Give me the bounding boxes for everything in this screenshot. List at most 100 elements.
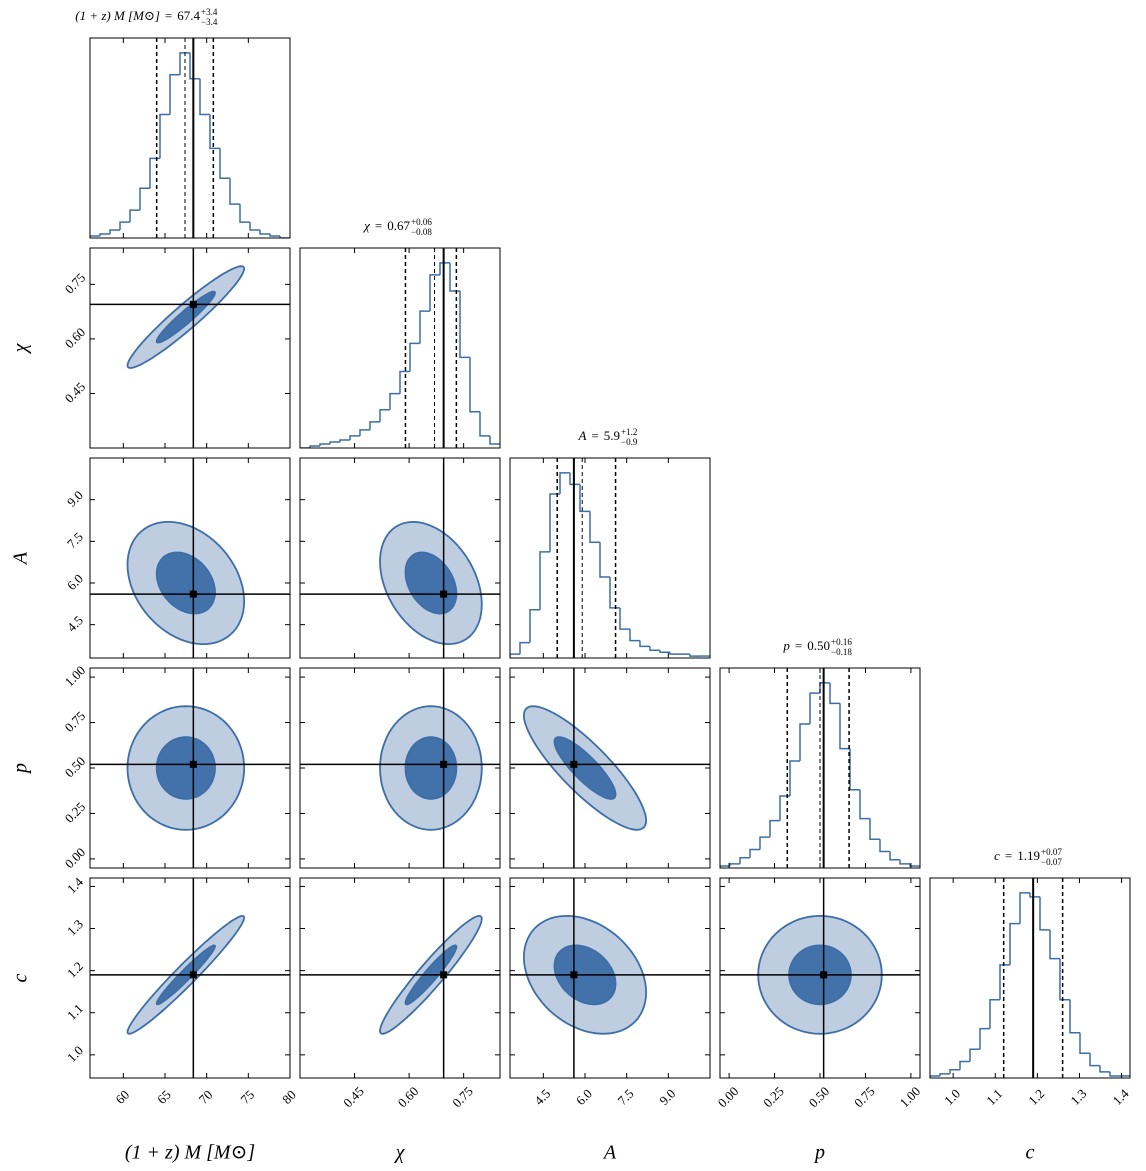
panel: p = 0.50 +0.16−0.18 xyxy=(719,637,921,869)
panel xyxy=(299,667,501,869)
y-tick-label: 7.5 xyxy=(64,529,86,551)
panel-content xyxy=(90,458,290,658)
panel-frame xyxy=(299,247,501,449)
panel: A = 5.9 +1.2−0.9 xyxy=(509,427,711,659)
y-tick-label: 1.4 xyxy=(64,874,86,896)
histogram-step xyxy=(549,493,560,552)
title-plus: +0.07 xyxy=(1041,847,1062,857)
histogram-step xyxy=(1009,922,1020,965)
histogram-step xyxy=(469,357,480,413)
panel-content xyxy=(930,878,1130,1078)
histogram-step xyxy=(959,1060,970,1070)
x-tick-label: 1.4 xyxy=(1109,1086,1131,1108)
histogram-step xyxy=(769,819,780,838)
histogram-step xyxy=(909,863,920,867)
histogram-step xyxy=(649,646,660,652)
contour xyxy=(553,736,617,800)
histogram-step xyxy=(169,73,180,115)
histogram-step xyxy=(669,652,680,655)
histogram-step xyxy=(339,439,350,442)
x-axis-label: χ xyxy=(394,1142,406,1164)
panel-content xyxy=(720,668,920,868)
histogram-step xyxy=(689,654,700,657)
histogram-step xyxy=(879,839,890,853)
y-tick-label: 1.3 xyxy=(64,916,86,938)
histogram-step xyxy=(1029,892,1040,898)
histogram-step xyxy=(129,209,140,223)
histogram-step xyxy=(949,1069,960,1074)
histogram-step xyxy=(799,723,810,762)
panel-frame xyxy=(929,877,1131,1079)
title-plus: +0.16 xyxy=(831,637,852,647)
histogram-step xyxy=(569,472,580,486)
x-axis-label: A xyxy=(602,1142,617,1164)
panel-frame xyxy=(89,37,291,239)
truth-marker xyxy=(570,971,578,979)
y-tick-label: 0.75 xyxy=(62,270,89,297)
truth-marker xyxy=(189,971,197,979)
contour xyxy=(155,290,216,344)
title-median: 5.9 xyxy=(604,428,620,443)
histogram-step xyxy=(1019,892,1030,924)
panel-content xyxy=(300,668,500,868)
x-tick-label: 9.0 xyxy=(656,1086,678,1108)
y-tick-label: 0.00 xyxy=(62,844,89,871)
panel-content xyxy=(720,878,920,1078)
title-name: (1 + z) M [M⊙] xyxy=(75,8,160,23)
histogram-step xyxy=(639,640,650,648)
x-axis-label: (1 + z) M [M⊙] xyxy=(125,1142,255,1164)
histogram-step xyxy=(559,472,570,495)
histogram-step xyxy=(429,274,440,312)
panel-frame xyxy=(509,667,711,869)
x-tick-label: 0.75 xyxy=(851,1084,878,1111)
histogram-step xyxy=(1089,1053,1100,1067)
histogram-step xyxy=(419,310,430,344)
histogram-step xyxy=(1069,999,1080,1034)
histogram-step xyxy=(589,511,600,544)
histogram-step xyxy=(829,682,840,705)
y-tick-label: 0.50 xyxy=(62,754,89,781)
histogram-step xyxy=(179,52,190,75)
panel-content xyxy=(510,668,710,868)
x-tick-label: 1.3 xyxy=(1067,1086,1089,1108)
y-axis-label: A xyxy=(10,551,32,566)
title-equals: = xyxy=(165,8,172,23)
x-tick-label: 0.00 xyxy=(715,1084,742,1111)
histogram-step xyxy=(809,692,820,724)
truth-marker xyxy=(189,300,197,308)
panel-content xyxy=(300,878,500,1078)
x-axis-label: p xyxy=(813,1142,825,1164)
x-tick-label: 80 xyxy=(279,1087,299,1107)
title-median: 0.67 xyxy=(387,218,410,233)
title-equals: = xyxy=(591,428,598,443)
truth-marker xyxy=(570,760,578,768)
panel: 0.00 0.25 0.50 0.75 1.00 xyxy=(62,663,291,871)
histogram-step xyxy=(759,836,770,850)
panel-content xyxy=(90,878,290,1078)
histogram-step xyxy=(1099,1065,1110,1073)
y-axis-label: c xyxy=(10,973,32,982)
panel-frame xyxy=(719,877,921,1079)
x-tick-label: 1.00 xyxy=(896,1084,923,1111)
histogram-step xyxy=(1059,958,1070,1001)
x-tick-label: 70 xyxy=(196,1087,216,1107)
panel: 4.5 6.0 7.5 9.0 xyxy=(64,457,291,659)
panel: (1 + z) M [M⊙] = 67.4 +3.4−3.4 xyxy=(75,7,291,239)
panel-frame xyxy=(89,247,291,449)
x-tick-label: 75 xyxy=(237,1087,257,1107)
histogram-step xyxy=(359,429,370,436)
truth-marker xyxy=(440,971,448,979)
x-tick-label: 0.25 xyxy=(760,1084,787,1111)
histogram-step xyxy=(439,262,450,275)
x-tick-label: 1.1 xyxy=(983,1086,1005,1108)
panel-title: c = 1.19 xyxy=(994,848,1040,863)
histogram-step xyxy=(869,818,880,840)
title-equals: = xyxy=(1005,848,1012,863)
panel-frame xyxy=(719,667,921,869)
histogram-step xyxy=(859,789,870,820)
truth-marker xyxy=(189,590,197,598)
panel-content xyxy=(90,248,290,448)
truth-marker xyxy=(440,760,448,768)
